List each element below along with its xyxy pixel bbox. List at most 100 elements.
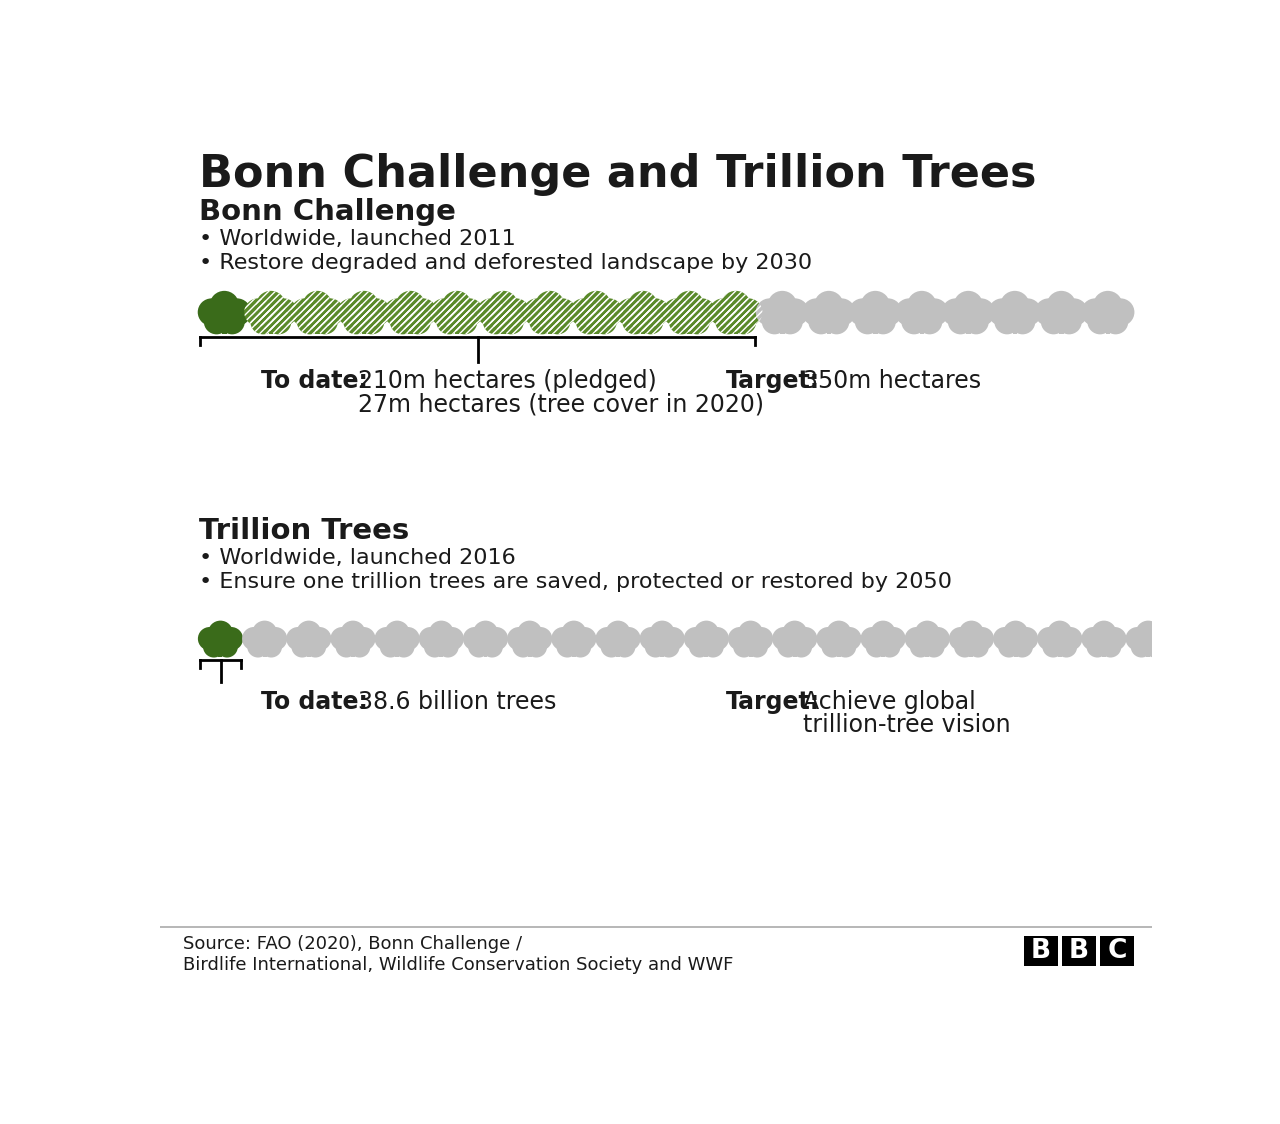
Circle shape [860,627,884,651]
Polygon shape [873,324,878,334]
Circle shape [915,620,940,645]
Circle shape [380,636,402,658]
Polygon shape [919,324,924,334]
Circle shape [873,634,893,654]
Circle shape [1135,620,1161,645]
Circle shape [576,309,602,334]
Circle shape [197,298,225,326]
Circle shape [728,627,751,651]
Circle shape [616,298,644,326]
Circle shape [204,636,224,658]
Circle shape [1092,620,1116,645]
Circle shape [677,307,701,330]
Circle shape [696,634,717,654]
Polygon shape [827,324,831,334]
Polygon shape [733,324,739,334]
Polygon shape [315,324,320,334]
Circle shape [1147,627,1171,651]
Circle shape [444,307,468,330]
Circle shape [1088,309,1112,334]
Circle shape [746,636,768,658]
Circle shape [860,291,890,320]
Text: 38.6 billion trees: 38.6 billion trees [357,689,556,714]
Circle shape [733,636,755,658]
Text: Achieve global: Achieve global [804,689,977,714]
Circle shape [849,298,877,326]
Circle shape [705,627,728,651]
Text: Target:: Target: [726,689,820,714]
Circle shape [291,298,319,326]
Circle shape [669,309,694,334]
Text: To date:: To date: [261,689,367,714]
Circle shape [1125,627,1149,651]
Circle shape [879,636,900,658]
Circle shape [390,309,415,334]
Circle shape [484,627,508,651]
Circle shape [570,298,598,326]
Circle shape [716,309,741,334]
Circle shape [631,307,655,330]
Circle shape [617,627,640,651]
Circle shape [998,636,1020,658]
Circle shape [297,309,323,334]
Bar [1024,936,1059,966]
Polygon shape [361,324,366,334]
Circle shape [658,636,680,658]
Polygon shape [881,649,884,658]
Circle shape [219,309,244,334]
Circle shape [750,627,773,651]
Circle shape [266,309,292,334]
Circle shape [352,307,376,330]
Circle shape [570,636,591,658]
Polygon shape [262,649,266,658]
Circle shape [838,627,861,651]
Circle shape [777,636,799,658]
Circle shape [684,627,708,651]
Circle shape [385,620,410,645]
Polygon shape [408,324,412,334]
Circle shape [1010,309,1036,334]
Circle shape [595,627,620,651]
Circle shape [948,309,973,334]
Circle shape [305,636,326,658]
Circle shape [1093,291,1123,320]
Circle shape [296,620,321,645]
Text: 210m hectares (pledged): 210m hectares (pledged) [357,370,657,393]
Circle shape [1015,627,1038,651]
Circle shape [1060,298,1088,326]
Text: Source: FAO (2020), Bonn Challenge /
Birdlife International, Wildlife Conservati: Source: FAO (2020), Bonn Challenge / Bir… [183,935,733,973]
Polygon shape [269,324,273,334]
Circle shape [689,298,716,326]
Circle shape [219,627,243,651]
Circle shape [524,298,552,326]
Polygon shape [219,649,223,658]
Circle shape [645,636,667,658]
Circle shape [483,309,508,334]
Circle shape [901,309,927,334]
Circle shape [393,636,415,658]
Polygon shape [307,649,311,658]
Circle shape [970,627,995,651]
Circle shape [1130,636,1152,658]
Circle shape [210,291,239,320]
Circle shape [384,298,412,326]
Circle shape [1093,634,1115,654]
Polygon shape [966,324,970,334]
Circle shape [608,634,628,654]
Circle shape [605,620,631,645]
Circle shape [993,627,1016,651]
Circle shape [1004,620,1028,645]
Circle shape [663,298,690,326]
Text: • Worldwide, launched 2016: • Worldwide, launched 2016 [198,547,516,568]
Circle shape [1144,636,1166,658]
Circle shape [791,636,812,658]
Circle shape [207,620,233,645]
Circle shape [406,309,431,334]
Circle shape [954,636,975,658]
Polygon shape [640,324,645,334]
Polygon shape [527,649,531,658]
Circle shape [956,307,980,330]
Circle shape [762,309,787,334]
Circle shape [517,620,543,645]
Circle shape [942,298,969,326]
